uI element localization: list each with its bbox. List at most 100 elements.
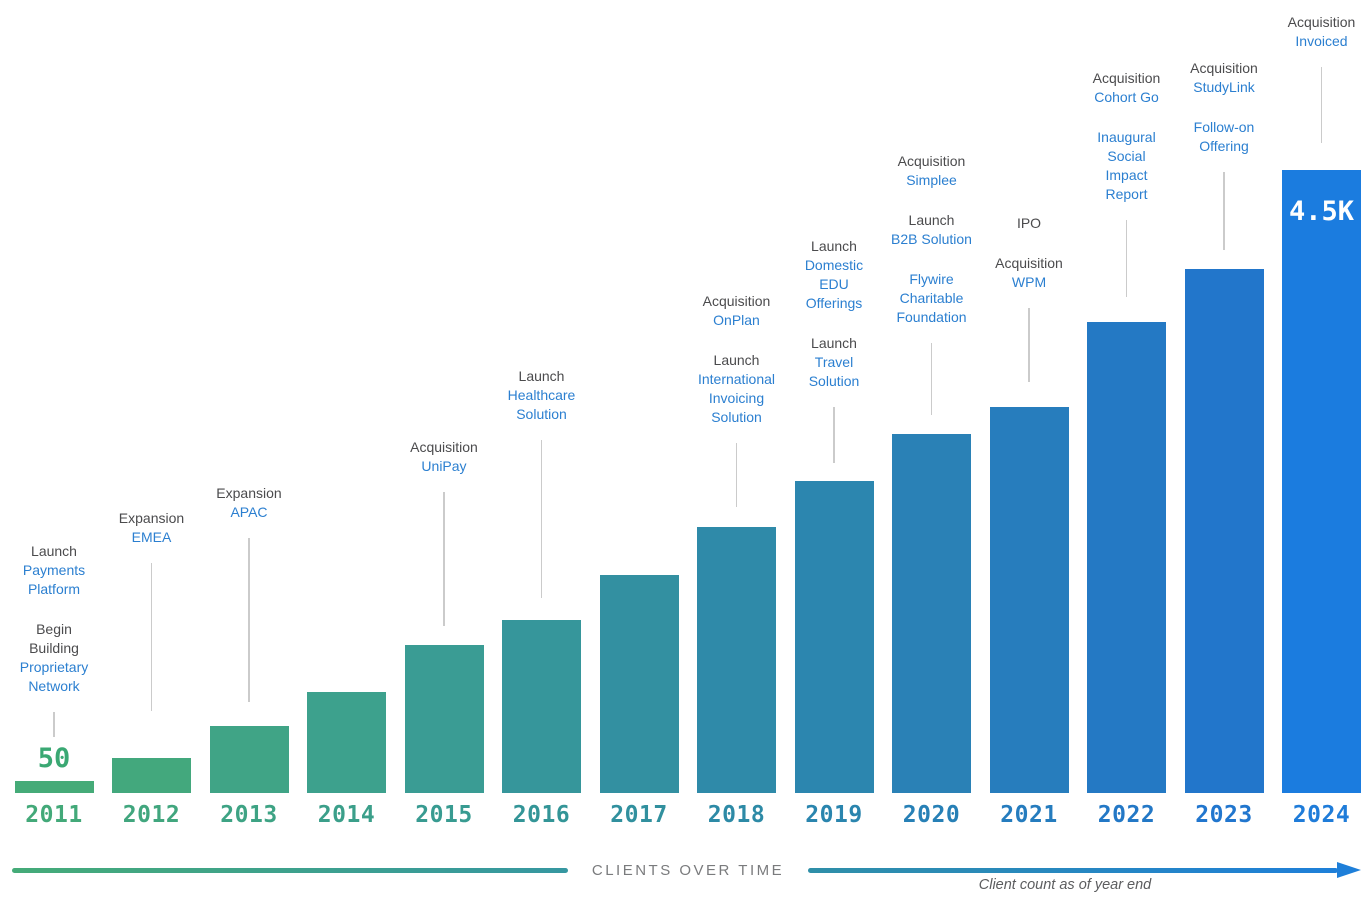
- milestone-text: Social: [1107, 148, 1146, 164]
- milestone-text: Launch: [31, 543, 77, 559]
- bar-2014: [307, 692, 386, 793]
- annotation-connector-line: [1028, 308, 1030, 382]
- milestones-2022: Acquisition Cohort Go Inaugural Social Impac…: [1052, 69, 1202, 204]
- milestone-text: Inaugural: [1097, 129, 1156, 145]
- milestone-group: Launch B2B Solution: [857, 211, 1007, 249]
- milestone-text: Solution: [516, 406, 567, 422]
- milestone-text: OnPlan: [713, 312, 760, 328]
- year-label-2018: 2018: [707, 802, 766, 828]
- milestone-text: Launch: [811, 238, 857, 254]
- milestone-group: Begin Building Proprietary Network: [0, 620, 129, 696]
- milestone-text: Acquisition: [1092, 70, 1161, 86]
- milestone-group: Expansion EMEA: [77, 509, 227, 547]
- annotation-connector-line: [1320, 67, 1323, 143]
- milestones-2019: Launch Domestic EDU Offerings Launch Travel So…: [759, 237, 909, 391]
- bar-2015: [404, 645, 484, 793]
- milestone-group: Launch Travel Solution: [759, 334, 909, 391]
- year-label-2015: 2015: [415, 802, 473, 828]
- milestones-2011: Launch Payments Platform Begin Building Propr…: [0, 542, 129, 696]
- milestone-group: Launch Healthcare Solution: [467, 367, 617, 424]
- milestone-text: Acquisition: [995, 255, 1063, 271]
- year-label-2022: 2022: [1097, 802, 1156, 828]
- milestone-text: Offerings: [805, 295, 863, 311]
- milestone-text: Solution: [711, 409, 762, 425]
- milestone-text: Acquisition: [1190, 60, 1258, 76]
- milestone-text: Proprietary: [19, 659, 89, 675]
- milestone-text: Expansion: [216, 485, 282, 501]
- milestone-text: Flywire: [909, 271, 954, 287]
- milestone-text: Report: [1105, 186, 1148, 202]
- milestone-group: Inaugural Social Impact Report: [1052, 128, 1202, 204]
- milestone-text: Acquisition: [1287, 14, 1356, 30]
- milestone-text: Domestic: [804, 257, 864, 273]
- year-label-2012: 2012: [122, 802, 181, 828]
- milestones-2020: Acquisition Simplee Launch B2B Solution Flyw…: [857, 152, 1007, 327]
- milestones-2024: Acquisition Invoiced: [1247, 13, 1366, 51]
- milestone-group: Follow-on Offering: [1149, 118, 1299, 156]
- milestone-text: Healthcare: [507, 387, 576, 403]
- milestone-text: Launch: [518, 368, 565, 384]
- year-label-2017: 2017: [610, 802, 668, 828]
- milestone-group: Acquisition UniPay: [369, 438, 519, 476]
- year-label-2011: 2011: [25, 802, 83, 828]
- year-label-2023: 2023: [1195, 802, 1253, 828]
- bar-2016: [502, 620, 581, 793]
- year-label-2016: 2016: [512, 802, 571, 828]
- milestone-group: Acquisition WPM: [954, 254, 1104, 292]
- milestone-group: Acquisition StudyLink: [1149, 59, 1299, 97]
- milestone-group: Acquisition OnPlan: [662, 292, 812, 330]
- milestone-text: StudyLink: [1193, 79, 1255, 95]
- year-label-2014: 2014: [317, 802, 376, 828]
- milestone-text: Foundation: [896, 309, 967, 325]
- bar-2013: [209, 726, 289, 793]
- milestone-text: B2B Solution: [891, 231, 972, 247]
- milestone-text: Travel: [814, 354, 854, 370]
- milestone-text: Acquisition: [897, 153, 966, 169]
- timeline-arrow-line: [808, 868, 1338, 873]
- milestone-text: Cohort Go: [1094, 89, 1159, 105]
- annotation-connector-line: [53, 712, 55, 737]
- year-label-2019: 2019: [805, 802, 863, 828]
- milestone-text: Offering: [1199, 138, 1249, 154]
- milestone-group: Acquisition Cohort Go: [1052, 69, 1202, 107]
- milestone-text: Expansion: [118, 510, 185, 526]
- milestone-group: IPO: [954, 214, 1104, 233]
- annotation-connector-line: [735, 443, 738, 507]
- annotation-connector-line: [1223, 172, 1225, 250]
- milestone-group: Flywire Charitable Foundation: [857, 270, 1007, 327]
- value-label-2011: 50: [37, 743, 71, 774]
- bar-2012: [112, 758, 191, 793]
- year-label-2013: 2013: [220, 802, 278, 828]
- bar-2020: [892, 434, 971, 793]
- milestone-text: IPO: [1016, 215, 1042, 231]
- year-label-2021: 2021: [1000, 802, 1058, 828]
- annotation-connector-line: [1125, 220, 1128, 297]
- milestone-text: Begin: [36, 621, 72, 637]
- milestone-text: APAC: [230, 504, 268, 520]
- milestone-text: Network: [28, 678, 80, 694]
- milestone-text: Charitable: [899, 290, 964, 306]
- milestone-text: Solution: [808, 373, 860, 389]
- milestone-group: Launch Domestic EDU Offerings: [759, 237, 909, 313]
- milestone-text: International: [697, 371, 776, 387]
- chart-footnote: Client count as of year end: [978, 877, 1152, 893]
- milestone-text: EDU: [819, 276, 849, 292]
- bar-2011: [14, 781, 94, 793]
- bar-2017: [599, 575, 679, 793]
- milestone-text: Acquisition: [702, 293, 771, 309]
- milestones-2016: Launch Healthcare Solution: [467, 367, 617, 424]
- milestone-text: Payments: [22, 562, 86, 578]
- milestone-group: Launch Payments Platform: [0, 542, 129, 599]
- milestone-group: Acquisition Simplee: [857, 152, 1007, 190]
- milestones-2012: Expansion EMEA: [77, 509, 227, 547]
- milestone-text: Invoiced: [1295, 33, 1348, 49]
- milestones-2023: Acquisition StudyLink Follow-on Offering: [1149, 59, 1299, 156]
- milestone-text: Acquisition: [410, 439, 478, 455]
- milestones-2013: Expansion APAC: [174, 484, 324, 522]
- milestone-text: Building: [29, 640, 79, 656]
- bar-2021: [989, 407, 1069, 793]
- annotation-connector-line: [930, 343, 933, 415]
- milestone-text: Platform: [27, 581, 81, 597]
- year-label-2020: 2020: [902, 802, 961, 828]
- milestone-text: Launch: [811, 335, 857, 351]
